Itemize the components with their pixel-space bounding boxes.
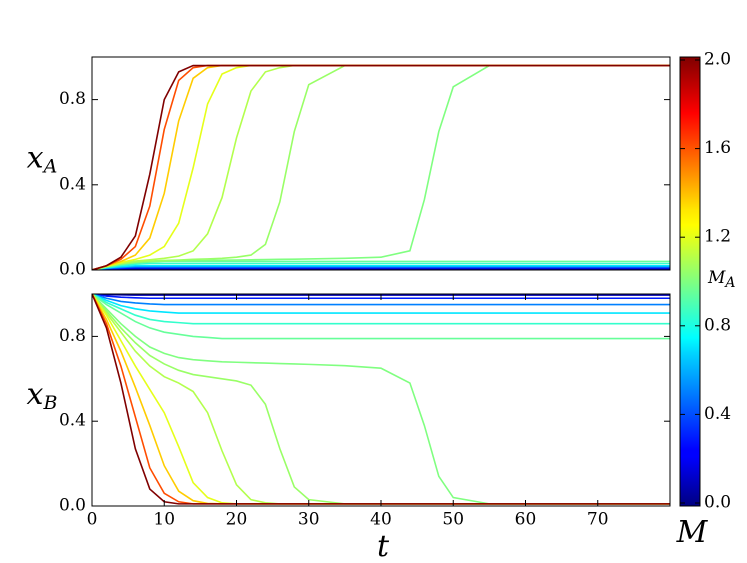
series-line [92, 294, 670, 300]
series-line [92, 294, 670, 505]
series-line [92, 64, 670, 270]
y-axis-label-sub: B [42, 392, 57, 414]
series-line [92, 64, 670, 270]
series-line [92, 266, 670, 270]
axes-frame [91, 56, 671, 271]
x-tick-label: 10 [153, 510, 175, 530]
colorbar-tick-label: 1.2 [704, 227, 731, 247]
plot-lines [92, 294, 670, 505]
y-axis-label: xA [27, 141, 58, 178]
colorbar-tick-label: 0.0 [704, 493, 731, 513]
y-axis-label: xB [27, 377, 58, 414]
colorbar-tick-label: 0.8 [704, 315, 731, 335]
x-tick-label: 60 [515, 510, 537, 530]
colorbar-label-sub: A [723, 275, 735, 291]
series-line [92, 262, 670, 270]
y-tick-label: 0.0 [59, 496, 86, 516]
series-line [92, 264, 670, 270]
series-line [92, 294, 670, 505]
x-tick-label: 30 [298, 510, 320, 530]
colorbar-xlabel: M [676, 515, 709, 550]
x-axis-label: t [377, 529, 390, 563]
series-line [92, 294, 670, 505]
series-line [92, 64, 670, 270]
series-line [92, 64, 670, 270]
y-tick-label: 0.8 [59, 326, 86, 346]
y-axis-label-main: x [27, 141, 44, 176]
y-tick-label: 0.4 [59, 174, 86, 194]
x-tick-label: 20 [226, 510, 248, 530]
y-tick-label: 0.8 [59, 89, 86, 109]
series-line [92, 294, 670, 505]
series-line [92, 64, 670, 270]
y-tick-label: 0.4 [59, 411, 86, 431]
plot-lines [92, 64, 670, 270]
colorbar-label-main: M [707, 268, 726, 288]
series-line [92, 294, 670, 325]
series-line [92, 294, 670, 505]
y-axis-label-sub: A [42, 156, 58, 178]
x-tick-label: 50 [442, 510, 464, 530]
series-line [92, 294, 670, 505]
series-line [92, 294, 670, 296]
colorbar-frame [679, 56, 701, 507]
colorbar-tick-label: 2.0 [704, 50, 731, 70]
series-line [92, 294, 670, 314]
x-tick-label: 0 [87, 510, 98, 530]
colorbar-tick-label: 1.6 [704, 138, 731, 158]
colorbar-gradient [680, 57, 700, 506]
y-tick-label: 0.0 [59, 260, 86, 280]
series-line [92, 64, 670, 270]
x-tick-label: 70 [587, 510, 609, 530]
series-line [92, 64, 670, 270]
series-line [92, 294, 670, 505]
series-line [92, 268, 670, 270]
y-axis-label-main: x [27, 377, 44, 412]
x-tick-label: 40 [370, 510, 392, 530]
colorbar-tick-label: 0.4 [704, 404, 731, 424]
colorbar-label: MA [707, 268, 736, 292]
series-line [92, 267, 670, 270]
series-line [92, 294, 670, 306]
series-line [92, 294, 670, 340]
axes-frame [91, 293, 671, 507]
